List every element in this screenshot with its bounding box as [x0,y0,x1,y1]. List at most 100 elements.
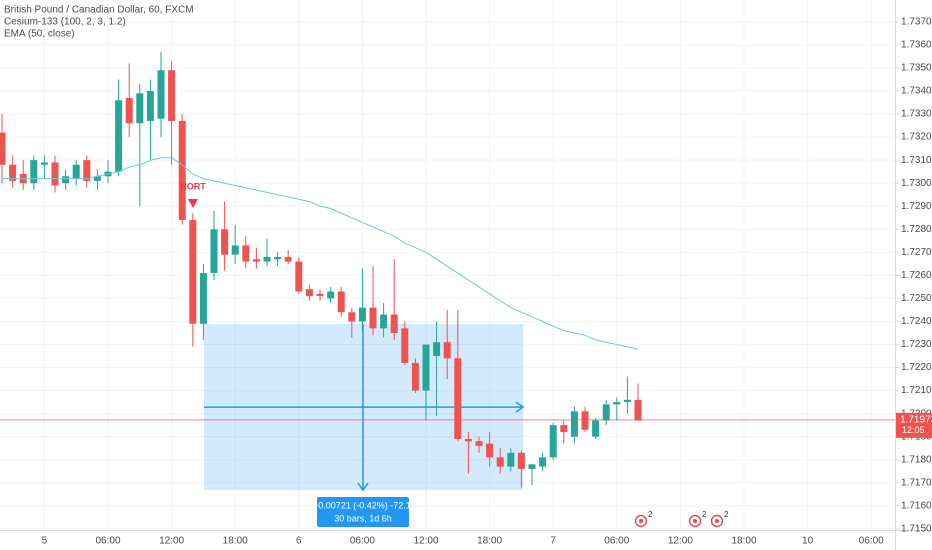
candle-body [274,256,282,260]
y-tick-label: 1.73600 [901,40,932,51]
x-tick-label: 12:00 [413,536,438,547]
candle-body [295,261,303,292]
candle-body [136,93,144,124]
y-tick-label: 1.73400 [901,86,932,97]
x-tick-label: 7 [550,536,556,547]
candle-body [464,438,472,442]
y-tick-label: 1.72200 [901,362,932,373]
y-tick-label: 1.71600 [901,500,932,511]
candle-body [613,402,621,405]
y-tick-label: 1.71800 [901,454,932,465]
candle-body [528,464,536,469]
candle-body [242,245,250,262]
event-count: 2 [724,510,729,519]
last-price-box [896,412,932,438]
candle-body [422,344,430,391]
x-tick-label: 12:00 [668,536,693,547]
x-tick-label: 06:00 [350,536,375,547]
y-tick-label: 1.72300 [901,339,932,350]
y-tick-label: 1.73000 [901,178,932,189]
candle-body [369,307,377,329]
y-tick-label: 1.73700 [901,17,932,28]
signal-arrow [188,199,198,208]
x-tick-label: 18:00 [731,536,756,547]
candle-body [337,291,345,313]
candle-body [486,443,494,458]
candle-body [305,289,313,297]
x-tick-label: 06:00 [604,536,629,547]
x-tick-label: 18:00 [477,536,502,547]
candle-body [592,420,600,437]
candle-body [380,314,388,329]
x-tick-label: 06:00 [95,536,120,547]
y-tick-label: 1.73500 [901,63,932,74]
candle-body [496,457,504,467]
x-tick-label: 6 [296,536,302,547]
ema-line [2,157,639,350]
candle-body [539,457,547,467]
candle-body [40,162,48,165]
y-tick-label: 1.72900 [901,201,932,212]
x-tick-label: 12:00 [159,536,184,547]
candle-body [411,362,419,391]
y-tick-label: 1.72100 [901,385,932,396]
y-tick-label: 1.71700 [901,477,932,488]
candle-body [178,120,186,221]
candle-body [9,164,17,181]
y-tick-label: 1.72400 [901,316,932,327]
candle-body [252,259,260,262]
measure-label: -0.00721 (-0.42%) -72.1 [315,500,411,510]
candle-body [507,452,515,467]
event-count: 2 [702,510,707,519]
candle-body [570,411,578,437]
event-count: 2 [648,510,653,519]
legend-symbol: British Pound / Canadian Dollar, 60, FXC… [4,5,194,16]
candle-body [348,312,356,322]
candle-body [475,441,483,446]
candle-body [401,328,409,363]
candle-body [189,220,197,324]
arrow-head [515,401,525,413]
y-tick-label: 1.73300 [901,109,932,120]
candle-body [146,91,154,121]
candle-body [443,342,451,359]
x-tick-label: 5 [42,536,48,547]
countdown-label: 12:05 [902,425,925,435]
candle-body [115,100,123,172]
last-price-label: 1.71973 [900,414,932,425]
candle-body [454,358,462,439]
y-tick-label: 1.72700 [901,247,932,258]
candle-body [51,162,59,186]
signal-label: HORT [180,181,206,191]
candle-body [623,399,631,403]
y-tick-label: 1.71500 [901,523,932,534]
candle-body [390,314,398,333]
candle-body [0,132,6,165]
x-tick-label: 06:00 [859,536,884,547]
candle-body [358,307,366,322]
candle-body [231,245,239,255]
candle-body [549,425,557,458]
y-tick-label: 1.72800 [901,224,932,235]
candle-body [72,164,80,179]
x-tick-label: 18:00 [223,536,248,547]
event-icon-dot [639,519,643,523]
y-tick-label: 1.73200 [901,132,932,143]
candle-body [316,293,324,297]
arrow-head [357,482,369,492]
candle-body [581,411,589,430]
candle-body [602,404,610,421]
candle-body [560,425,568,433]
measure-detail: 30 bars, 1d 6h [334,513,392,523]
candle-body [199,273,207,324]
y-tick-label: 1.72500 [901,293,932,304]
legend-indicator: Cesium-133 (100, 2, 3, 1.2) [4,17,126,28]
candle-body [634,399,642,421]
y-tick-label: 1.73100 [901,155,932,166]
candle-body [83,160,91,181]
candle-body [433,342,441,357]
candle-body [62,176,70,184]
candle-body [517,452,525,469]
candle-body [263,256,271,262]
